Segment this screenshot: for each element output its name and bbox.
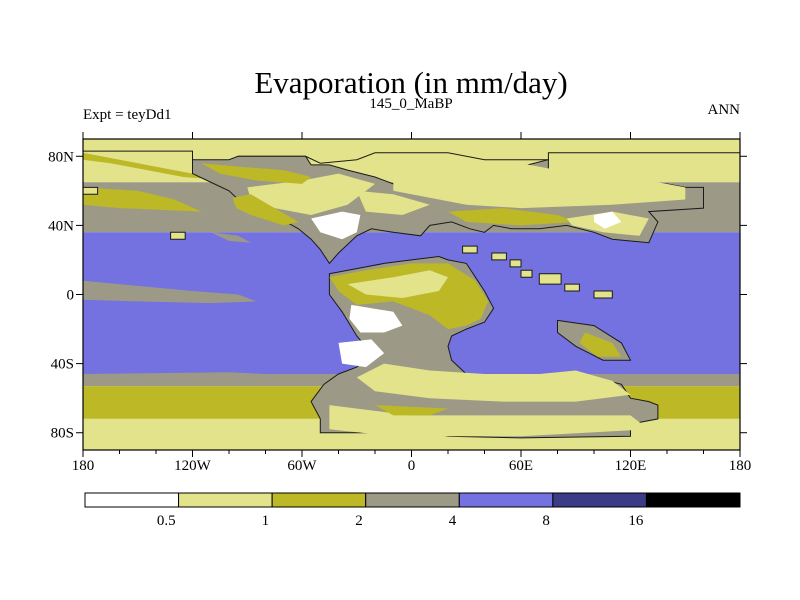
land-climate-patch	[338, 339, 385, 368]
x-tick-label: 60W	[287, 458, 317, 474]
y-tick-label: 40N	[48, 218, 74, 234]
ocean-anomaly	[210, 232, 251, 243]
land-climate-patch	[232, 194, 299, 226]
colorbar-label: 2	[355, 513, 363, 529]
land-climate-patch	[579, 332, 622, 357]
land-climate-patch	[247, 173, 375, 215]
experiment-label: Expt = teyDd1	[83, 107, 171, 123]
land-island	[520, 269, 533, 278]
land-climate-patch	[448, 208, 576, 226]
y-tick-label: 80S	[51, 426, 74, 442]
colorbar-box	[84, 492, 180, 508]
colorbar-box	[645, 492, 741, 508]
x-tick-label: 120E	[615, 458, 647, 474]
x-tick-label: 60E	[509, 458, 533, 474]
land-climate-patch	[201, 163, 312, 184]
ocean-anomaly	[83, 280, 257, 304]
land-climate-patch	[375, 405, 448, 416]
land-climate-patch	[349, 304, 403, 333]
land-climate-patch	[594, 211, 622, 229]
chart-title: Evaporation (in mm/day)	[254, 65, 567, 100]
land-island	[83, 186, 99, 195]
land-laurasia-north	[83, 139, 740, 164]
map-axes: 180 120W 60W 0 60E 120E 180 80N 40N 0 40S 80S	[48, 132, 751, 474]
x-tick-label: 180	[72, 458, 95, 474]
land-climate-patch	[356, 363, 631, 402]
land-island	[593, 290, 613, 299]
land-climate-patch	[329, 405, 649, 437]
time-period-label: 145_0_MaBP	[369, 96, 452, 112]
colorbar-label: 8	[542, 513, 550, 529]
land-climate-patch	[393, 163, 686, 209]
land-island	[491, 252, 507, 261]
ocean-anomaly	[83, 372, 302, 385]
colorbar-label: 4	[449, 513, 457, 529]
land-island	[170, 231, 186, 240]
colorbar: 0.5 1 2 4 8 16	[84, 492, 741, 529]
colorbar-box	[552, 492, 647, 508]
colorbar-box	[178, 492, 273, 508]
land-island	[509, 259, 522, 268]
colorbar-label: 0.5	[157, 513, 176, 529]
land-island	[538, 273, 562, 285]
ocean-anomaly	[83, 187, 202, 212]
land-island	[564, 283, 580, 292]
x-tick-label: 180	[729, 458, 752, 474]
colorbar-label: 1	[262, 513, 270, 529]
x-tick-label: 0	[408, 458, 416, 474]
map-plot-area	[83, 139, 740, 450]
land-climate-patch	[356, 190, 430, 215]
colorbar-label: 16	[628, 513, 644, 529]
land-fill-layer	[83, 139, 740, 439]
season-label: ANN	[708, 102, 741, 118]
land-climate-patch	[347, 270, 448, 298]
colorbar-box	[271, 492, 367, 508]
y-tick-label: 80N	[48, 149, 74, 165]
land-climate-patch	[311, 211, 361, 240]
land-island	[462, 245, 478, 254]
y-tick-label: 40S	[51, 357, 74, 373]
x-tick-label: 120W	[174, 458, 212, 474]
colorbar-box	[458, 492, 554, 508]
y-tick-label: 0	[67, 288, 75, 304]
colorbar-box	[365, 492, 460, 508]
